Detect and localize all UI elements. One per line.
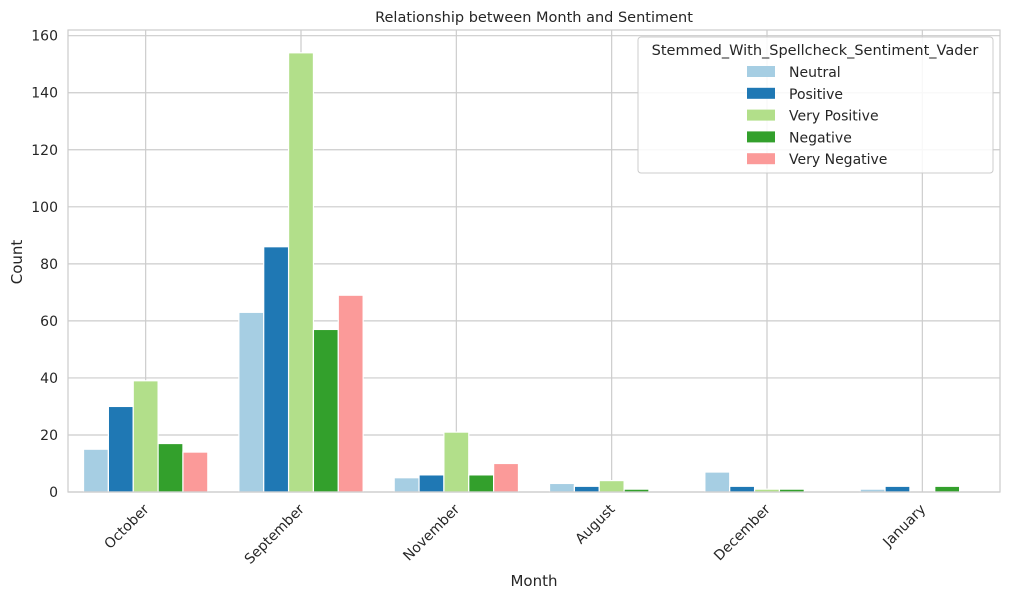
bar-neutral [393,477,420,493]
legend-swatch [747,66,775,77]
bar-positive [729,485,756,493]
plot-frame [67,29,1001,493]
bar-very-negative [182,451,209,493]
bar-neutral [704,471,731,493]
x-tick-label: January [880,502,930,552]
bar-neutral [82,448,109,493]
y-tick-label: 140 [31,86,58,102]
bar-positive [263,246,290,493]
bar-negative [468,474,495,493]
y-tick-label: 20 [40,428,58,444]
y-axis-label: Count [8,240,26,285]
bar-very-positive [132,380,159,493]
bar-neutral [548,482,575,493]
x-tick-label: October [102,501,153,552]
y-tick-label: 100 [31,200,58,216]
legend-swatch [747,109,775,121]
legend-label: Neutral [789,65,841,81]
legend-title: Stemmed_With_Spellcheck_Sentiment_Vader [652,43,979,59]
bar-very-positive [598,479,625,493]
bar-very-positive [443,431,470,493]
x-tick-label: November [400,501,463,564]
bars [82,52,961,493]
legend-swatch [747,87,775,99]
bar-negative [934,485,961,493]
y-tick-label: 40 [40,371,58,387]
legend-box [637,36,994,174]
legend-swatch [747,131,775,143]
legend-label: Very Positive [789,109,879,125]
y-tick-labels: 0 20 40 60 80 100 120 140 160 [31,29,58,501]
bar-very-negative [337,294,364,493]
bar-negative [157,442,184,493]
legend: Stemmed_With_Spellcheck_Sentiment_Vader … [637,36,994,174]
legend-label: Very Negative [789,152,887,168]
y-tick-label: 60 [40,314,58,330]
y-tick-label: 80 [40,257,58,273]
legend-label: Negative [789,130,852,146]
bar-very-negative [493,462,520,493]
x-tick-label: December [711,501,774,564]
bar-positive [418,474,445,493]
legend-label: Positive [789,87,843,103]
bar-neutral [238,311,265,493]
legend-items: Neutral Positive Very Positive Negative Very… [747,65,887,168]
chart-title: Relationship between Month and Sentiment [375,10,693,26]
x-axis-label: Month [510,572,557,590]
bar-positive [107,405,134,493]
bar-positive [573,485,600,493]
y-tick-label: 120 [31,143,58,159]
x-tick-labels: October September November August December Ja… [102,501,930,567]
y-tick-label: 160 [31,29,58,45]
bar-very-positive [287,52,315,493]
legend-swatch [747,153,775,165]
bar-negative [312,328,339,493]
bar-positive [884,485,911,493]
y-tick-label: 0 [49,485,58,501]
x-tick-label: September [242,501,308,567]
x-tick-label: August [573,501,619,547]
